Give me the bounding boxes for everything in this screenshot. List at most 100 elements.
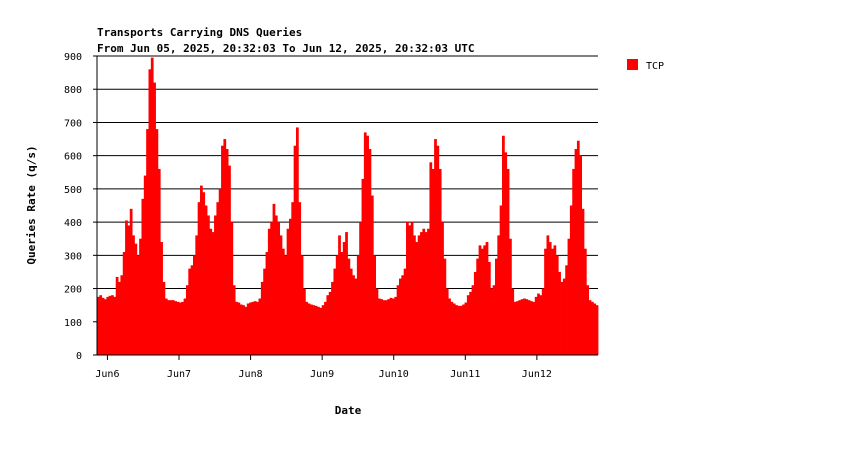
bar [558, 271, 561, 355]
y-tick-label: 400 [64, 218, 82, 229]
bar [541, 288, 545, 355]
bar [462, 304, 465, 355]
bar [181, 301, 185, 355]
x-axis-label: Date [335, 404, 362, 417]
bar [246, 303, 250, 355]
x-tick-label: Jun8 [239, 369, 263, 380]
bar [576, 140, 580, 355]
bar [134, 243, 138, 355]
bar [132, 235, 135, 355]
bar [415, 242, 419, 355]
y-tick-label: 300 [64, 251, 82, 262]
bar [321, 305, 325, 355]
bar [335, 255, 339, 355]
bar [183, 298, 187, 355]
bar [464, 302, 468, 355]
bar [417, 235, 421, 355]
series-bars [97, 57, 599, 356]
bar [143, 175, 147, 355]
bar [340, 252, 344, 355]
bar [228, 165, 231, 355]
bar [171, 300, 175, 355]
bar [104, 299, 107, 355]
bar [368, 149, 372, 355]
bar [441, 222, 444, 355]
bar [562, 278, 566, 355]
bar [436, 145, 440, 355]
bar [164, 298, 168, 355]
bar [490, 288, 494, 355]
bar [537, 293, 540, 355]
bar [581, 208, 585, 355]
bar [286, 228, 290, 355]
y-tick-label: 900 [64, 52, 82, 63]
bar [567, 238, 571, 355]
bar [572, 168, 575, 355]
bar [178, 302, 182, 355]
bar [583, 248, 587, 355]
bar [565, 265, 568, 355]
bar [113, 296, 117, 355]
bar [553, 245, 557, 355]
bar [106, 296, 110, 355]
bar [274, 215, 278, 355]
bar [593, 303, 597, 355]
bar [487, 261, 491, 355]
bar [530, 301, 533, 355]
bar [569, 205, 573, 355]
bar [230, 222, 234, 355]
bar [384, 300, 388, 355]
bar [523, 298, 526, 355]
bar [455, 305, 458, 355]
bar [534, 296, 538, 355]
bar [324, 301, 327, 355]
bar [551, 248, 554, 355]
bar [221, 145, 224, 355]
y-axis-label: Queries Rate (q/s) [25, 145, 38, 264]
bar [457, 305, 461, 355]
bar [169, 300, 173, 355]
y-tick-label: 100 [64, 318, 82, 329]
legend: TCP [627, 59, 664, 72]
bar [146, 129, 149, 355]
bar [300, 255, 304, 355]
bar [127, 225, 131, 355]
bar [478, 245, 482, 355]
bar [502, 135, 505, 355]
bar [277, 222, 281, 355]
bar [506, 168, 510, 355]
bar [387, 299, 391, 355]
bar [319, 307, 323, 355]
bar [394, 296, 398, 355]
bar [197, 202, 201, 355]
bar [195, 235, 199, 355]
bar [375, 288, 379, 355]
bar [370, 195, 374, 355]
bar [160, 242, 163, 355]
bar [356, 255, 360, 355]
legend-label-tcp: TCP [646, 61, 664, 72]
bar [235, 301, 238, 355]
y-tick-label: 700 [64, 118, 82, 129]
bar [188, 268, 192, 355]
bar [382, 300, 386, 355]
bar [448, 298, 451, 355]
x-tick-label: Jun12 [522, 369, 552, 380]
bar [424, 232, 428, 355]
bar [380, 299, 384, 355]
bar [546, 235, 550, 355]
axes [96, 56, 598, 356]
gridlines [97, 55, 598, 323]
bar [403, 268, 407, 355]
bar [174, 301, 177, 355]
bar [469, 291, 472, 355]
bar [420, 232, 423, 355]
bar [333, 268, 337, 355]
bar [518, 300, 522, 355]
bar [338, 235, 341, 355]
bar [483, 245, 487, 355]
bar [239, 304, 243, 355]
bar [361, 178, 365, 355]
bar [560, 281, 564, 355]
